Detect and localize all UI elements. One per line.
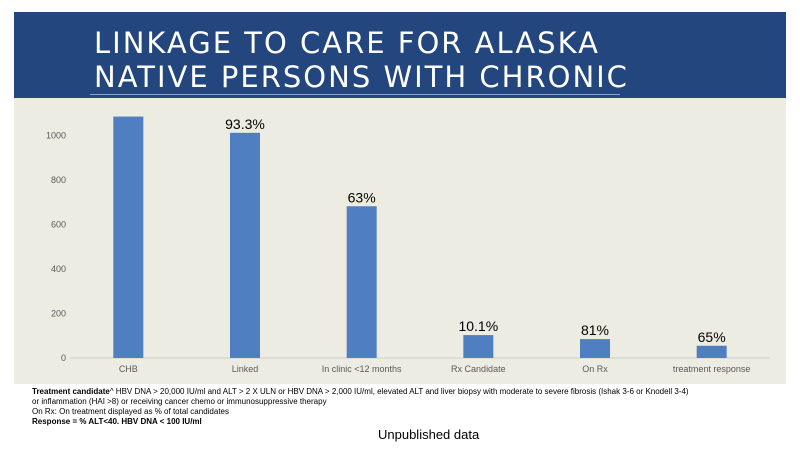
- bar: [346, 206, 377, 358]
- footnotes: Treatment candidate^ HBV DNA > 20,000 IU…: [32, 387, 772, 427]
- footnote-treatment-candidate: Treatment candidate^ HBV DNA > 20,000 IU…: [32, 387, 772, 397]
- category-label: CHB: [119, 364, 138, 374]
- y-tick-label: 400: [51, 264, 66, 274]
- data-label: 65%: [698, 329, 726, 345]
- data-label: 10.1%: [458, 318, 498, 334]
- slide-title: LINKAGE TO CARE FOR ALASKA NATIVE PERSON…: [94, 26, 629, 128]
- category-label: Linked: [232, 364, 259, 374]
- bar: [113, 116, 144, 359]
- data-label: 93.3%: [225, 116, 265, 132]
- data-label: 81%: [581, 322, 609, 338]
- x-axis: CHB Linked In clinic <12 months Rx Candidat…: [119, 364, 751, 374]
- bar: [230, 132, 260, 358]
- title-divider: [90, 94, 620, 95]
- y-tick-label: 1000: [46, 131, 66, 141]
- category-label: In clinic <12 months: [322, 364, 402, 374]
- title-bar: LINKAGE TO CARE FOR ALASKA NATIVE PERSON…: [14, 12, 786, 128]
- data-labels: 93.3% 63% 10.1% 81% 65%: [225, 116, 726, 345]
- bar: [580, 339, 610, 358]
- bar-chart: 020040060080010001200 93.3%63%10.1%81%65…: [46, 116, 770, 374]
- footnote-line-3: On Rx: On treatment displayed as % of to…: [32, 407, 229, 416]
- chart-panel: 020040060080010001200 93.3%63%10.1%81%65…: [14, 98, 786, 384]
- data-label: 63%: [348, 189, 376, 205]
- y-tick-label: 200: [51, 309, 66, 319]
- y-tick-label: 600: [51, 220, 66, 230]
- category-label: On Rx: [582, 364, 608, 374]
- footnote-line-2: or inflammation (HAI >8) or receiving ca…: [32, 397, 327, 406]
- category-label: Rx Candidate: [451, 364, 506, 374]
- y-tick-label: 0: [61, 353, 66, 363]
- y-axis: 020040060080010001200: [46, 131, 66, 364]
- source-note: Unpublished data: [378, 427, 480, 442]
- footnote-definition: ^ HBV DNA > 20,000 IU/ml and ALT > 2 X U…: [109, 387, 689, 396]
- footnote-term: Treatment candidate: [32, 387, 110, 396]
- footnote-response: Response = % ALT<40. HBV DNA < 100 IU/ml: [32, 417, 202, 426]
- bars: [113, 116, 727, 359]
- bar: [463, 335, 494, 358]
- y-tick-label: 800: [51, 175, 66, 185]
- category-label: treatment response: [673, 364, 751, 374]
- bar: [696, 345, 727, 358]
